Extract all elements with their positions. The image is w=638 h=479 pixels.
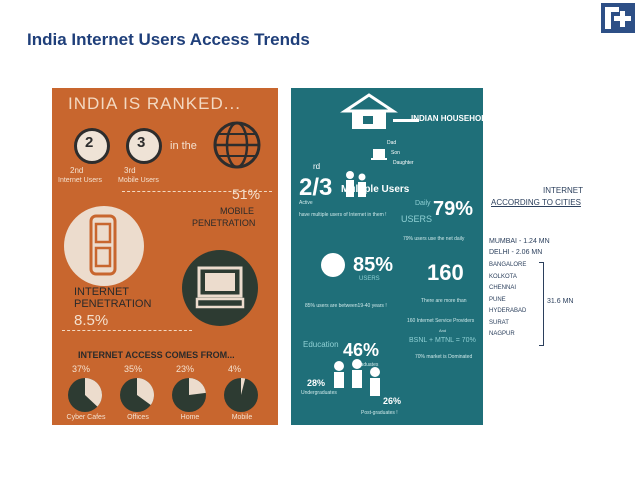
daily-pct: 79% <box>433 198 474 220</box>
age-pct: 85% <box>353 254 394 276</box>
city-item: CHENNAI <box>489 285 517 291</box>
rank-3-badge <box>126 128 162 164</box>
house-icon <box>340 93 419 129</box>
access-label: Cyber Cafes <box>66 414 106 421</box>
isp-note1: There are more than <box>421 298 467 304</box>
internet-penetration-value: 8.5% <box>74 312 109 329</box>
slide-title: India Internet Users Access Trends <box>27 30 310 49</box>
in-the-text: in the <box>170 140 197 152</box>
access-pie-icon <box>172 378 206 412</box>
cities-panel: INTERNET ACCORDING TO CITIES MUMBAI - 1.… <box>483 88 591 425</box>
access-pie-icon <box>68 378 103 412</box>
people-icon <box>346 171 366 197</box>
rank-2-label: 2nd <box>70 166 84 175</box>
education-label: Education <box>303 340 339 349</box>
company-logo <box>601 3 635 33</box>
access-pie-icon <box>120 378 154 412</box>
education-people-icon <box>334 359 380 396</box>
isp-and: And <box>439 328 447 333</box>
fraction-note: have multiple users of Internet in them … <box>299 212 387 218</box>
mobile-penetration-value: 51% <box>232 186 261 202</box>
users-word2: USERS <box>401 214 433 224</box>
rank-3-caption: Mobile Users <box>118 177 159 184</box>
rank-2-caption: Internet Users <box>58 177 102 184</box>
city-item: HYDERABAD <box>489 308 527 314</box>
rank-2-number: 2 <box>85 134 94 151</box>
laptop-icon <box>371 149 387 160</box>
city-group-total: 31.6 MN <box>547 298 574 305</box>
city-delhi: DELHI - 2.06 MN <box>489 249 543 256</box>
household-label: INDIAN HOUSEHOLD <box>411 114 492 123</box>
city-item: BANGALORE <box>489 262 527 268</box>
graduates-pct: 46% <box>343 340 380 360</box>
fraction-sup: rd <box>313 162 321 171</box>
postgrad-label: Post-graduates ! <box>361 410 398 416</box>
city-mumbai: MUMBAI - 1.24 MN <box>489 238 550 245</box>
access-label: Mobile <box>231 414 253 421</box>
isp-market: BSNL + MTNL = 70% <box>409 337 476 344</box>
family-son: Son <box>391 150 400 156</box>
access-label: Offices <box>127 414 149 421</box>
globe-icon <box>213 121 261 169</box>
access-pie-slice <box>241 378 246 395</box>
city-item: PUNE <box>489 296 506 303</box>
access-pct: 23% <box>176 364 195 374</box>
access-pie-slice <box>85 378 103 407</box>
isp-count: 160 <box>427 260 464 285</box>
rank-3-label: 3rd <box>124 166 136 175</box>
city-item: NAGPUR <box>489 331 515 337</box>
divider-dashed-2 <box>62 330 192 331</box>
access-pie-slice <box>137 378 154 405</box>
access-pct: 35% <box>124 364 143 374</box>
computer-icon <box>195 266 245 309</box>
undergrad-pct: 28% <box>307 378 326 388</box>
fraction-label: Multiple Users <box>341 184 410 195</box>
isp-market-note: 70% market is Dominated <box>415 354 473 360</box>
postgrad-pct: 26% <box>383 396 402 406</box>
mobile-penetration-label1: MOBILE <box>220 206 255 216</box>
cities-heading-2: ACCORDING TO CITIES <box>491 198 581 207</box>
undergrad-label: Undergraduates <box>301 390 337 396</box>
cities-heading-1: INTERNET <box>543 186 583 195</box>
fraction-tag: Active <box>299 200 313 206</box>
graduates-label: Graduates <box>355 362 379 368</box>
city-group-bracket <box>539 262 544 346</box>
users-word: Daily <box>415 200 431 207</box>
mobile-phone-icon <box>89 214 117 276</box>
logo-icon <box>605 7 631 29</box>
internet-penetration-label2: PENETRATION <box>74 298 152 310</box>
internet-penetration-label1: INTERNET <box>74 286 129 298</box>
access-pct: 37% <box>72 364 91 374</box>
access-pct: 4% <box>228 364 242 374</box>
family-dad: Dad <box>387 140 397 146</box>
divider-dashed <box>122 191 272 192</box>
daily-note: 79% users use the net daily <box>403 236 465 242</box>
access-pie-slice <box>189 378 206 395</box>
family-daughter: Daughter <box>393 160 414 166</box>
mobile-penetration-label2: PENETRATION <box>192 218 256 228</box>
age-word: USERS <box>359 276 380 282</box>
fraction-value: 2/3 <box>299 174 333 201</box>
isp-note2: 160 Internet Service Providers <box>407 318 475 324</box>
age-pie-icon <box>321 253 345 277</box>
rank-2-badge <box>74 128 110 164</box>
ranked-heading: INDIA IS RANKED... <box>68 94 241 113</box>
rank-3-number: 3 <box>137 134 146 151</box>
access-pie-icon <box>224 378 258 412</box>
access-heading: INTERNET ACCESS COMES FROM... <box>78 350 235 360</box>
access-label: Home <box>180 414 200 421</box>
city-item: SURAT <box>489 319 509 326</box>
city-item: KOLKOTA <box>489 273 517 280</box>
infographic-indian-household: INDIAN HOUSEHOLD Dad Son Daughter rd 2/3… <box>291 88 591 425</box>
infographic-india-ranked: INDIA IS RANKED... 2 2nd Internet Users … <box>52 88 278 425</box>
age-note: 85% users are between19-40 years ! <box>305 303 387 309</box>
